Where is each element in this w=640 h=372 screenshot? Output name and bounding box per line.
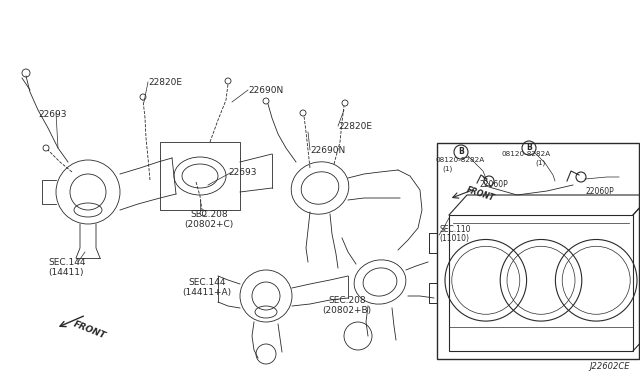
Text: B: B bbox=[526, 144, 532, 153]
Text: SEC.144: SEC.144 bbox=[48, 258, 86, 267]
Text: 22060P: 22060P bbox=[585, 187, 614, 196]
Bar bbox=[437, 143, 639, 359]
Text: 22820E: 22820E bbox=[148, 78, 182, 87]
Text: 22690N: 22690N bbox=[310, 146, 345, 155]
Text: 22693: 22693 bbox=[38, 110, 67, 119]
Text: 22690N: 22690N bbox=[248, 86, 284, 95]
Text: 22060P: 22060P bbox=[479, 180, 508, 189]
Text: SEC.208: SEC.208 bbox=[328, 296, 365, 305]
Text: 22820E: 22820E bbox=[338, 122, 372, 131]
Text: FRONT: FRONT bbox=[465, 185, 495, 203]
Text: 08120-8282A: 08120-8282A bbox=[501, 151, 550, 157]
Text: 08120-8282A: 08120-8282A bbox=[435, 157, 484, 163]
Text: (14411): (14411) bbox=[48, 268, 83, 277]
Text: (20802+C): (20802+C) bbox=[184, 220, 233, 229]
Text: (1): (1) bbox=[442, 166, 452, 173]
Text: 22693: 22693 bbox=[228, 168, 257, 177]
Text: (20802+B): (20802+B) bbox=[322, 306, 371, 315]
Text: (1): (1) bbox=[535, 160, 545, 167]
Text: SEC.144: SEC.144 bbox=[188, 278, 225, 287]
Bar bbox=[449, 215, 633, 351]
Text: B: B bbox=[458, 148, 464, 157]
Text: SEC.110: SEC.110 bbox=[439, 225, 470, 234]
Text: J22602CE: J22602CE bbox=[589, 362, 630, 371]
Text: SEC.208: SEC.208 bbox=[190, 210, 228, 219]
Text: (11010): (11010) bbox=[439, 234, 469, 243]
Text: (14411+A): (14411+A) bbox=[182, 288, 231, 297]
Text: FRONT: FRONT bbox=[72, 320, 107, 341]
